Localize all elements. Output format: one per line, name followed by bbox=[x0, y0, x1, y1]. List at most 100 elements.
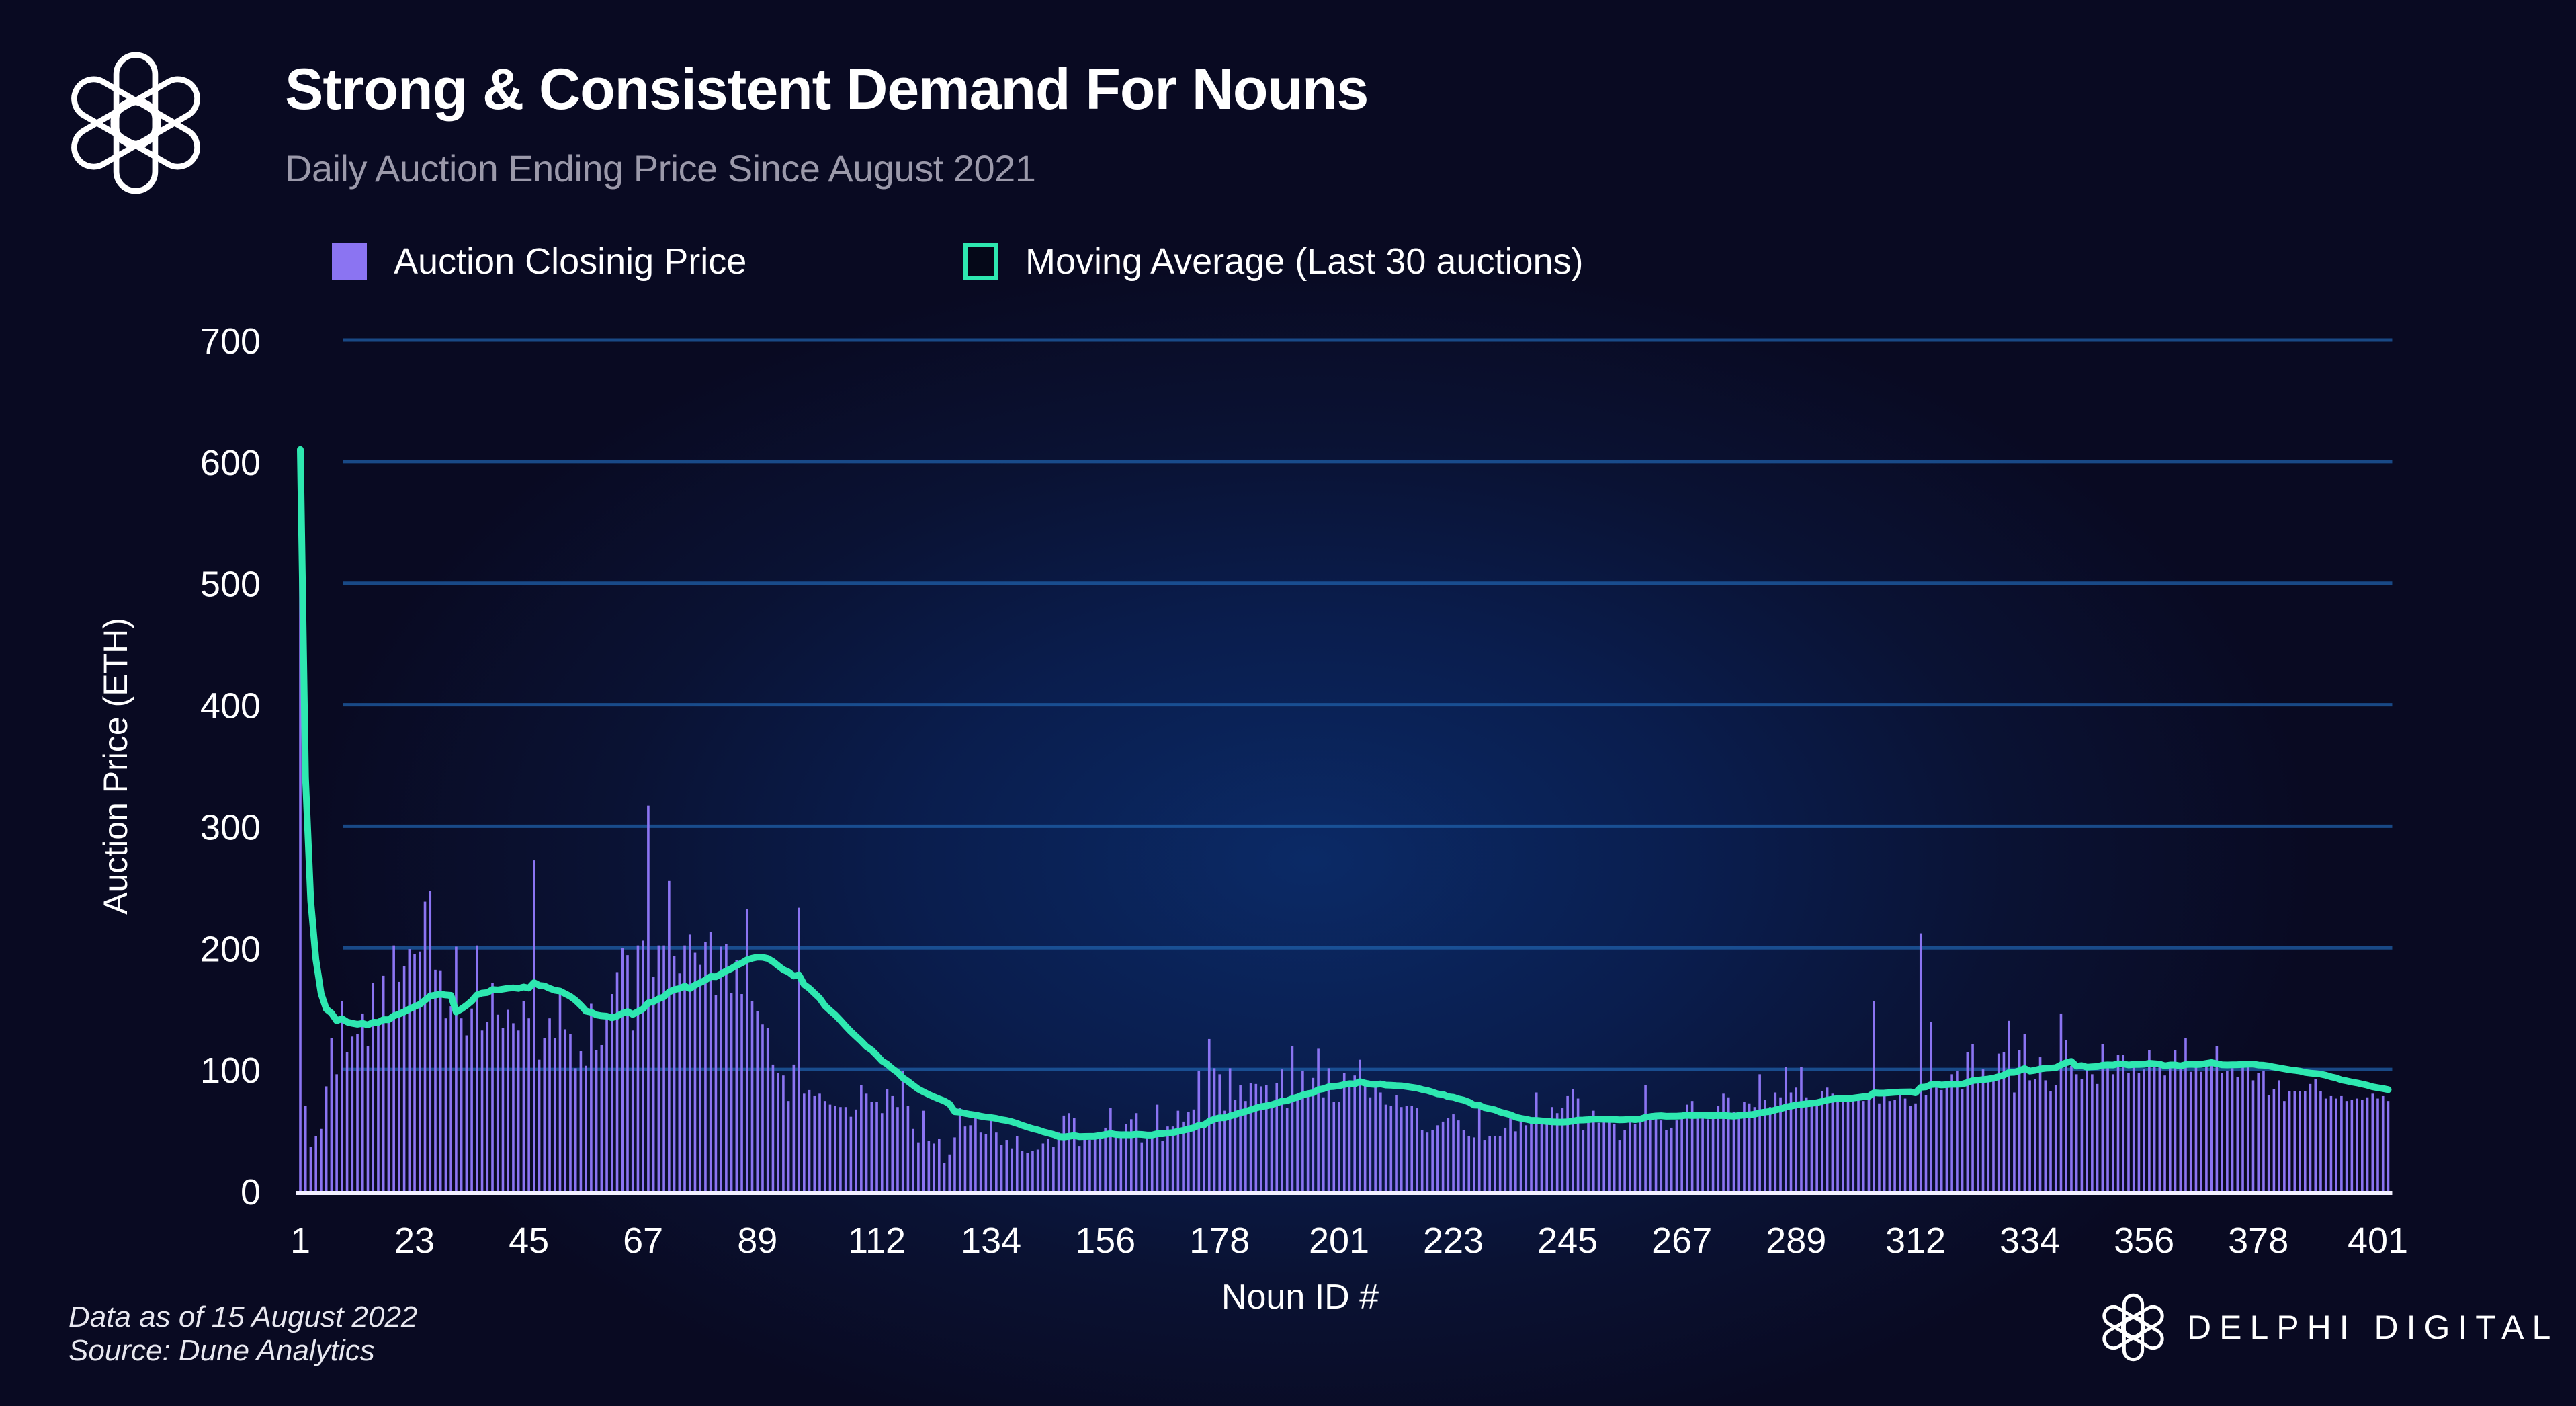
bar-noun-99 bbox=[808, 1089, 811, 1191]
bar-noun-33 bbox=[465, 1035, 468, 1191]
bar-noun-394 bbox=[2340, 1095, 2343, 1191]
bar-noun-275 bbox=[1722, 1093, 1725, 1191]
bar-noun-287 bbox=[1784, 1067, 1787, 1191]
bar-noun-379 bbox=[2262, 1070, 2265, 1191]
bar-noun-222 bbox=[1447, 1118, 1450, 1191]
bar-noun-220 bbox=[1436, 1125, 1439, 1191]
bar-noun-329 bbox=[2002, 1052, 2006, 1191]
bar-noun-134 bbox=[990, 1119, 992, 1191]
bar-noun-349 bbox=[2106, 1064, 2109, 1191]
bar-noun-362 bbox=[2174, 1050, 2177, 1191]
bar-noun-158 bbox=[1114, 1136, 1117, 1191]
bar-noun-180 bbox=[1228, 1068, 1232, 1191]
bar-noun-204 bbox=[1353, 1075, 1356, 1191]
bar-noun-177 bbox=[1213, 1068, 1216, 1191]
bar-noun-165 bbox=[1150, 1132, 1154, 1191]
bar-noun-271 bbox=[1701, 1115, 1704, 1191]
bar-noun-118 bbox=[906, 1106, 910, 1191]
bar-noun-352 bbox=[2122, 1054, 2125, 1191]
bar-noun-403 bbox=[2387, 1101, 2390, 1191]
bar-noun-242 bbox=[1551, 1107, 1553, 1191]
bar-noun-288 bbox=[1789, 1092, 1793, 1191]
bar-noun-88 bbox=[750, 1001, 754, 1191]
bar-noun-216 bbox=[1416, 1108, 1418, 1191]
legend-item-moving-average: Moving Average (Last 30 auctions) bbox=[963, 241, 1584, 282]
bar-noun-245 bbox=[1566, 1095, 1569, 1191]
x-tick-label: 378 bbox=[2228, 1221, 2288, 1261]
bar-noun-330 bbox=[2008, 1020, 2010, 1191]
bar-noun-226 bbox=[1467, 1136, 1471, 1191]
x-tick-label: 201 bbox=[1309, 1221, 1369, 1261]
bar-noun-347 bbox=[2096, 1083, 2099, 1191]
bar-noun-402 bbox=[2381, 1095, 2385, 1191]
delphi-logo-icon bbox=[2102, 1293, 2164, 1362]
y-tick-label: 100 bbox=[200, 1050, 261, 1091]
bar-noun-203 bbox=[1348, 1083, 1351, 1191]
bar-noun-121 bbox=[922, 1110, 925, 1191]
bar-noun-300 bbox=[1852, 1100, 1855, 1191]
bar-noun-388 bbox=[2309, 1083, 2312, 1191]
bar-noun-4 bbox=[314, 1136, 317, 1191]
bar-noun-85 bbox=[735, 960, 738, 1191]
bar-noun-253 bbox=[1608, 1119, 1611, 1191]
bar-noun-255 bbox=[1618, 1140, 1621, 1191]
bar-noun-48 bbox=[543, 1038, 546, 1191]
bar-noun-51 bbox=[558, 990, 562, 1191]
bar-noun-166 bbox=[1156, 1104, 1159, 1191]
bar-noun-92 bbox=[771, 1064, 775, 1191]
bar-noun-1 bbox=[299, 449, 302, 1191]
bar-noun-368 bbox=[2205, 1064, 2208, 1191]
bar-noun-84 bbox=[730, 993, 733, 1191]
bar-noun-83 bbox=[725, 944, 728, 1191]
bar-noun-114 bbox=[886, 1089, 889, 1191]
bar-noun-87 bbox=[745, 909, 748, 1191]
bar-noun-214 bbox=[1405, 1106, 1408, 1191]
bar-noun-230 bbox=[1488, 1136, 1491, 1191]
bar-noun-64 bbox=[626, 955, 629, 1191]
bar-noun-175 bbox=[1203, 1127, 1205, 1191]
bar-noun-3 bbox=[309, 1147, 312, 1191]
bar-noun-36 bbox=[480, 1030, 484, 1191]
bar-noun-63 bbox=[621, 948, 624, 1191]
bar-noun-42 bbox=[512, 1023, 515, 1191]
bar-noun-54 bbox=[574, 1068, 577, 1191]
x-tick-label: 178 bbox=[1189, 1221, 1250, 1261]
bar-noun-392 bbox=[2329, 1095, 2333, 1191]
bar-noun-302 bbox=[1862, 1101, 1865, 1191]
bar-noun-351 bbox=[2116, 1054, 2120, 1191]
bar-noun-333 bbox=[2023, 1034, 2026, 1191]
bar-noun-256 bbox=[1623, 1130, 1626, 1191]
bar-noun-155 bbox=[1099, 1136, 1102, 1191]
bar-noun-348 bbox=[2101, 1044, 2104, 1191]
bar-noun-136 bbox=[1000, 1145, 1003, 1191]
bar-noun-401 bbox=[2376, 1098, 2379, 1191]
bar-noun-290 bbox=[1800, 1067, 1803, 1191]
y-tick-label: 0 bbox=[241, 1172, 261, 1212]
bar-noun-270 bbox=[1696, 1115, 1699, 1191]
bar-noun-70 bbox=[657, 945, 660, 1191]
bar-noun-332 bbox=[2018, 1050, 2021, 1191]
bar-noun-322 bbox=[1966, 1052, 1969, 1191]
bar-noun-135 bbox=[995, 1132, 998, 1191]
bar-noun-191 bbox=[1285, 1108, 1289, 1191]
bar-noun-43 bbox=[517, 1030, 520, 1191]
bar-noun-154 bbox=[1093, 1136, 1097, 1191]
bar-noun-283 bbox=[1764, 1100, 1766, 1191]
bar-noun-317 bbox=[1940, 1089, 1943, 1191]
bar-noun-41 bbox=[507, 1009, 509, 1191]
bar-noun-106 bbox=[844, 1107, 847, 1191]
bar-noun-285 bbox=[1774, 1092, 1777, 1191]
bar-noun-309 bbox=[1899, 1095, 1901, 1191]
bar-noun-160 bbox=[1125, 1124, 1127, 1191]
bar-noun-385 bbox=[2293, 1091, 2296, 1191]
bar-noun-314 bbox=[1924, 1095, 1928, 1191]
bar-noun-212 bbox=[1395, 1095, 1398, 1191]
bar-noun-20 bbox=[398, 981, 400, 1191]
bar-noun-221 bbox=[1441, 1121, 1445, 1191]
bar-noun-71 bbox=[662, 945, 665, 1191]
bar-noun-244 bbox=[1561, 1108, 1564, 1191]
bar-noun-237 bbox=[1525, 1125, 1528, 1191]
bar-noun-7 bbox=[330, 1038, 333, 1191]
bar-noun-193 bbox=[1296, 1100, 1299, 1191]
bar-noun-273 bbox=[1711, 1113, 1715, 1191]
